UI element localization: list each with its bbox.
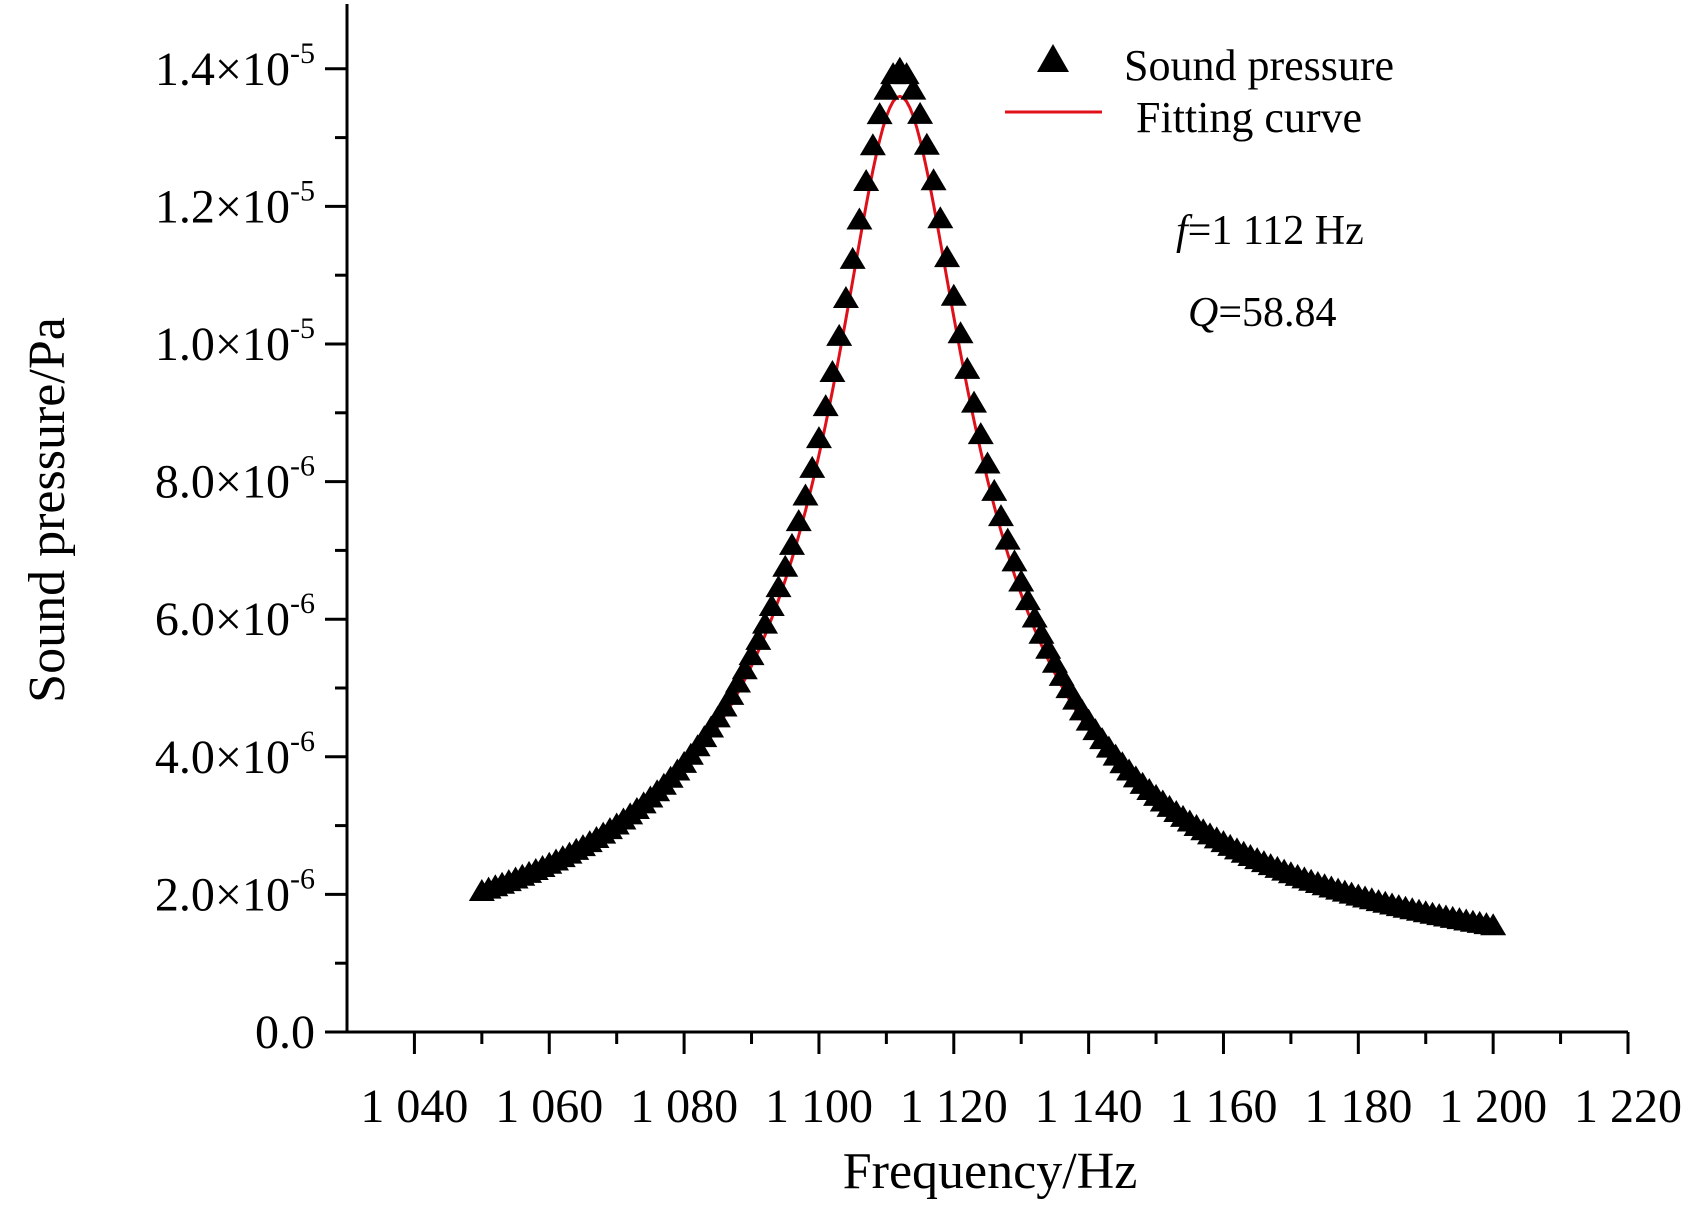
data-point-marker xyxy=(812,394,839,417)
data-point-marker xyxy=(772,554,799,577)
data-point-marker xyxy=(846,207,873,230)
data-point-marker xyxy=(853,169,880,192)
data-point-marker xyxy=(1480,913,1507,936)
y-tick-label: 6.0×10-6 xyxy=(155,587,315,646)
legend: Sound pressure Fitting curve xyxy=(1005,41,1394,142)
data-point-marker xyxy=(873,77,900,100)
data-point-marker xyxy=(934,245,961,268)
data-point-marker xyxy=(974,451,1001,474)
data-point-marker xyxy=(1008,569,1035,592)
y-tick-label: 4.0×10-6 xyxy=(155,725,315,784)
data-point-marker xyxy=(718,682,745,705)
data-point-marker xyxy=(913,132,940,155)
data-point-marker xyxy=(907,101,934,124)
data-point-marker xyxy=(826,323,853,346)
y-tick-label: 1.4×10-5 xyxy=(155,37,315,96)
annotations: f=1 112 Hz Q=58.84 xyxy=(1176,208,1364,336)
data-point-marker xyxy=(987,504,1014,527)
data-point-marker xyxy=(866,102,893,125)
y-tick-label: 8.0×10-6 xyxy=(155,450,315,509)
data-point-marker xyxy=(819,360,846,383)
data-point-marker xyxy=(1014,588,1041,611)
data-point-marker xyxy=(981,478,1008,501)
y-tick-label: 1.0×10-5 xyxy=(155,312,315,371)
data-point-marker xyxy=(778,532,805,555)
x-tick-label: 1 080 xyxy=(630,1080,738,1133)
x-ticks: 1 040 1 060 1 080 1 100 1 120 1 140 1 160 1 180… xyxy=(360,1032,1682,1133)
data-point-marker xyxy=(967,422,994,445)
data-point-marker xyxy=(738,643,765,666)
x-tick-label: 1 060 xyxy=(495,1080,603,1133)
x-tick-label: 1 220 xyxy=(1574,1080,1682,1133)
data-point-marker xyxy=(927,206,954,229)
data-point-marker xyxy=(839,246,866,269)
data-point-marker xyxy=(752,611,779,634)
data-point-marker xyxy=(805,426,832,449)
legend-label-fitting-curve: Fitting curve xyxy=(1136,93,1362,142)
x-tick-label: 1 200 xyxy=(1439,1080,1547,1133)
data-point-marker xyxy=(758,594,785,617)
annotation-frequency: f=1 112 Hz xyxy=(1176,208,1364,254)
data-point-marker xyxy=(947,321,974,344)
data-point-marker xyxy=(792,483,819,506)
data-point-marker xyxy=(799,455,826,478)
y-tick-label: 1.2×10-5 xyxy=(155,174,315,233)
x-tick-label: 1 120 xyxy=(900,1080,1008,1133)
x-tick-label: 1 180 xyxy=(1304,1080,1412,1133)
x-axis-label: Frequency/Hz xyxy=(843,1143,1138,1200)
data-point-marker xyxy=(731,657,758,680)
y-axis-label: Sound pressure/Pa xyxy=(19,317,76,703)
data-point-marker xyxy=(994,527,1021,550)
x-tick-label: 1 100 xyxy=(765,1080,873,1133)
data-point-marker xyxy=(765,575,792,598)
sound-pressure-markers xyxy=(468,56,1507,936)
data-point-marker xyxy=(900,77,927,100)
x-tick-label: 1 160 xyxy=(1169,1080,1277,1133)
data-point-marker xyxy=(711,694,738,717)
y-ticks: 0.0 2.0×10-6 4.0×10-6 6.0×10-6 8.0×10-6 1.0×1… xyxy=(155,37,347,1059)
data-point-marker xyxy=(725,670,752,693)
x-tick-label: 1 140 xyxy=(1035,1080,1143,1133)
data-point-marker xyxy=(961,390,988,413)
data-point-marker xyxy=(940,283,967,306)
data-point-marker xyxy=(745,627,772,650)
y-tick-label: 2.0×10-6 xyxy=(155,862,315,921)
data-point-marker xyxy=(1021,605,1048,628)
legend-label-sound-pressure: Sound pressure xyxy=(1124,41,1394,90)
x-tick-label: 1 040 xyxy=(360,1080,468,1133)
annotation-q-factor: Q=58.84 xyxy=(1188,290,1337,336)
axes xyxy=(345,4,1628,1034)
data-point-marker xyxy=(1001,549,1028,572)
data-point-marker xyxy=(954,356,981,379)
data-point-marker xyxy=(832,285,859,308)
y-tick-label: 0.0 xyxy=(255,1006,315,1059)
legend-marker-triangle xyxy=(1037,44,1069,72)
data-point-marker xyxy=(920,168,947,191)
data-point-marker xyxy=(785,509,812,532)
data-point-marker xyxy=(859,133,886,156)
